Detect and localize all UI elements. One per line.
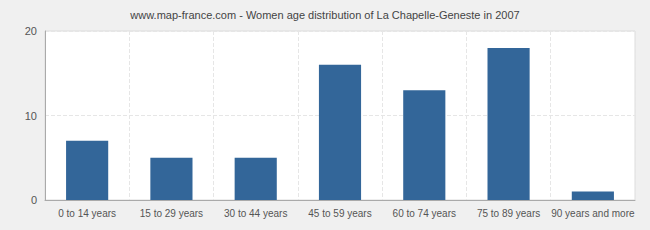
svg-text:90 years and more: 90 years and more: [551, 208, 635, 219]
svg-text:www.map-france.com - Women age: www.map-france.com - Women age distribut…: [129, 9, 519, 21]
svg-text:45 to 59 years: 45 to 59 years: [308, 208, 371, 219]
svg-text:20: 20: [25, 25, 37, 37]
svg-text:60 to 74 years: 60 to 74 years: [393, 208, 456, 219]
svg-text:0 to 14 years: 0 to 14 years: [58, 208, 116, 219]
svg-text:10: 10: [25, 110, 37, 122]
svg-text:0: 0: [31, 194, 37, 206]
svg-text:15 to 29 years: 15 to 29 years: [140, 208, 203, 219]
svg-text:75 to 89 years: 75 to 89 years: [477, 208, 540, 219]
svg-text:30 to 44 years: 30 to 44 years: [224, 208, 287, 219]
